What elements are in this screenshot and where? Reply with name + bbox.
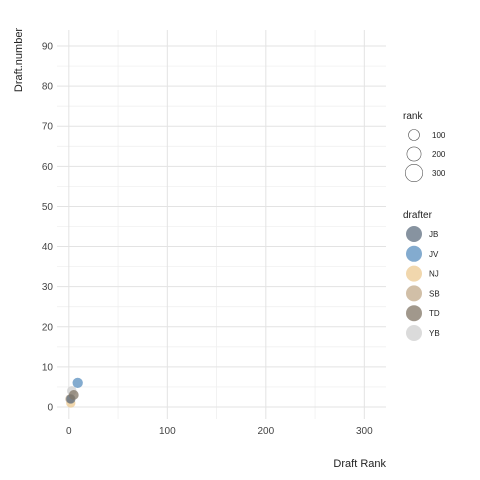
y-tick-label: 40: [42, 242, 54, 253]
color-legend-key: [406, 285, 422, 302]
y-tick-label: 30: [42, 282, 54, 293]
y-tick-label: 90: [42, 42, 54, 53]
color-legend-label: YB: [429, 329, 440, 338]
x-tick-label: 300: [356, 426, 373, 437]
size-legend: rank 100 200 300: [403, 111, 446, 183]
color-legend-label: JV: [429, 250, 439, 259]
color-legend-key: [406, 245, 422, 262]
y-tick-label: 10: [42, 362, 54, 373]
x-axis-title: Draft Rank: [333, 458, 386, 470]
color-legend-key: [406, 265, 422, 282]
data-point: [72, 377, 83, 389]
plot-grid: [57, 30, 386, 419]
y-tick-label: 20: [42, 322, 54, 333]
y-tick-label: 0: [47, 402, 53, 413]
color-legend-label: TD: [429, 309, 440, 318]
y-tick-label: 80: [42, 82, 54, 93]
data-points: [65, 377, 83, 408]
y-axis-ticks: 0 10 20 30 40 50 60 70 80 90: [42, 42, 54, 414]
size-legend-label: 200: [432, 150, 446, 159]
x-tick-label: 100: [159, 426, 176, 437]
y-axis-title: Draft.number: [13, 28, 25, 93]
y-tick-label: 60: [42, 162, 54, 173]
x-axis-ticks: 0 100 200 300: [66, 426, 373, 437]
size-legend-label: 100: [432, 131, 446, 140]
color-legend-key: [406, 325, 422, 341]
y-tick-label: 70: [42, 122, 54, 133]
color-legend-key: [406, 226, 422, 242]
data-point: [68, 390, 79, 400]
y-tick-label: 50: [42, 202, 54, 213]
color-legend-key: [406, 305, 422, 322]
color-legend-label: NJ: [429, 270, 439, 279]
color-legend-title: drafter: [403, 210, 433, 221]
x-tick-label: 0: [66, 426, 72, 437]
x-tick-label: 200: [257, 426, 274, 437]
size-legend-title: rank: [403, 111, 423, 122]
color-legend-label: SB: [429, 289, 440, 298]
size-legend-key: [406, 146, 422, 162]
size-legend-label: 300: [432, 169, 446, 178]
size-legend-key: [404, 164, 423, 183]
size-legend-key: [408, 129, 420, 141]
color-legend: drafter JB JV NJ SB TD YB: [403, 210, 440, 341]
color-legend-label: JB: [429, 230, 438, 239]
